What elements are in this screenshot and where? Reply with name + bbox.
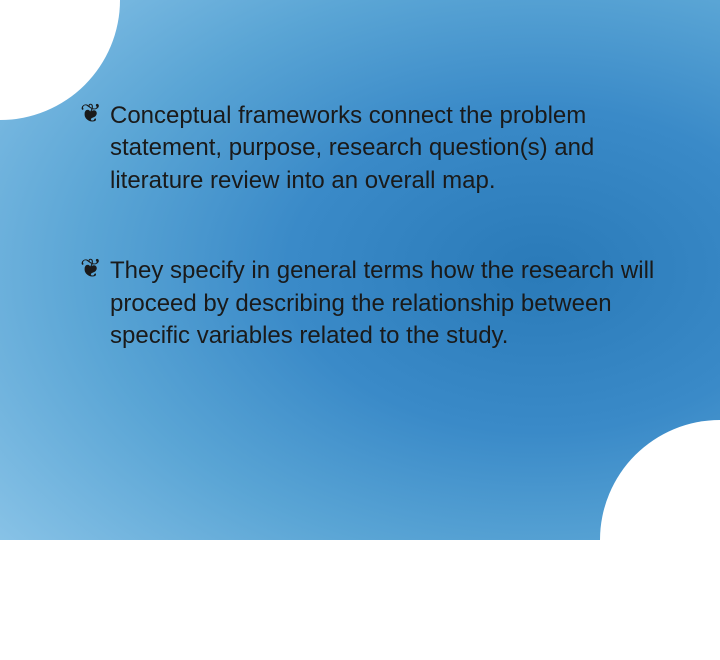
slide-content: ❦ Conceptual frameworks connect the prob…	[80, 100, 660, 410]
slide: ❦ Conceptual frameworks connect the prob…	[0, 0, 720, 540]
bullet-marker-icon: ❦	[80, 255, 102, 281]
bullet-marker-icon: ❦	[80, 100, 102, 126]
corner-bottom-right-mask	[600, 420, 720, 660]
bullet-text: Conceptual frameworks connect the proble…	[110, 100, 660, 197]
bullet-item: ❦ Conceptual frameworks connect the prob…	[80, 100, 660, 197]
bullet-item: ❦ They specify in general terms how the …	[80, 255, 660, 352]
bullet-text: They specify in general terms how the re…	[110, 255, 660, 352]
